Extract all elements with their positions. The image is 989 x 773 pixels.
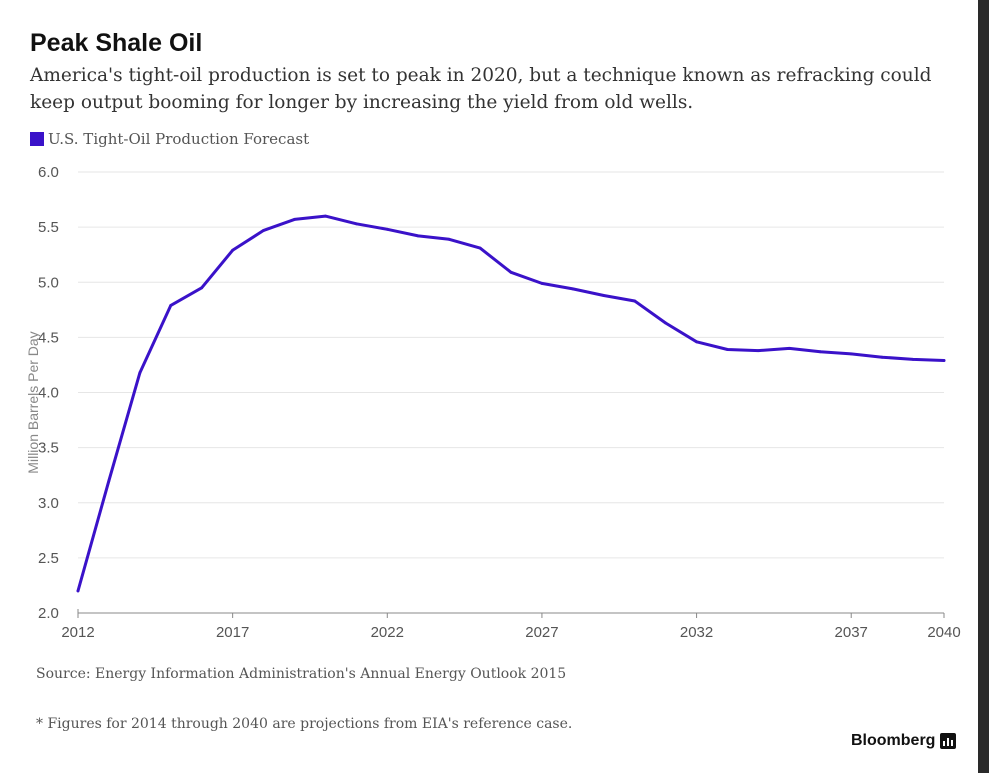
data-point-2021 [355,222,358,226]
bloomberg-logo-icon [940,733,957,749]
data-point-2039 [911,358,915,361]
y-tick-label-4.5: 4.5 [38,329,59,346]
y-tick-label-5.5: 5.5 [38,219,59,236]
y-tick-labels: 2.0 2.5 3.0 3.5 4.0 4.5 5.0 5.5 6.0 [38,164,59,622]
data-point-2012 [76,589,80,593]
y-tick-label-5.0: 5.0 [38,274,59,291]
axes [77,609,945,618]
data-point-2026 [509,270,513,274]
data-point-2033 [726,348,729,351]
x-tick-labels: 2012 2017 2022 2027 2032 2037 2040 [61,624,960,641]
data-point-2020 [324,214,327,218]
data-point-2032 [695,340,698,344]
data-point-2014 [138,371,142,375]
legend-label: U.S. Tight-Oil Production Forecast [48,130,310,148]
window-frame-edge [978,0,989,773]
data-point-2029 [602,294,606,297]
data-point-2040 [942,359,946,362]
data-point-2023 [416,234,420,238]
x-tick-label-2012: 2012 [61,624,94,641]
footnote: * Figures for 2014 through 2040 are proj… [36,716,573,732]
legend: U.S. Tight-Oil Production Forecast [30,130,309,148]
data-point-2016 [200,286,204,290]
x-tick-label-2022: 2022 [371,624,404,641]
chart-title: Peak Shale Oil [30,29,203,57]
y-tick-label-3.0: 3.0 [38,495,59,512]
chart-subtitle: America's tight-oil production is set to… [30,65,932,113]
x-tick-label-2040: 2040 [927,624,960,641]
x-tick-label-2017: 2017 [216,624,249,641]
y-tick-label-2.5: 2.5 [38,550,59,567]
data-point-2037 [849,352,853,356]
source-note: Source: Energy Information Administratio… [36,666,567,682]
data-point-2015 [169,304,173,307]
gridlines [78,171,944,559]
data-point-2027 [540,282,544,285]
y-axis-label: Million Barrels Per Day [25,331,41,473]
y-tick-label-4.0: 4.0 [38,385,59,402]
data-point-2035 [788,347,791,350]
data-point-2013 [107,479,111,483]
x-tick-label-2032: 2032 [680,624,713,641]
data-point-2028 [571,287,575,291]
data-point-2017 [231,248,235,252]
data-point-2030 [633,299,637,303]
y-tick-label-6.0: 6.0 [38,164,59,181]
data-point-2024 [447,237,451,241]
data-point-2019 [293,218,296,221]
line-chart: 2.0 2.5 3.0 3.5 4.0 4.5 5.0 5.5 6.0 2012 2017 2022… [25,164,961,641]
legend-swatch [30,132,44,146]
y-tick-label-2.0: 2.0 [38,605,59,622]
data-point-2025 [478,246,482,250]
data-point-2022 [385,227,389,231]
data-point-2018 [262,229,265,232]
brand-name: Bloomberg [851,732,936,749]
data-point-2031 [664,321,667,325]
series-layer [76,214,946,593]
x-tick-label-2037: 2037 [835,624,868,641]
x-tick-label-2027: 2027 [525,624,558,641]
data-point-2038 [880,355,884,359]
data-point-2036 [818,350,822,354]
data-point-2034 [757,349,760,352]
brand: Bloomberg [851,732,957,750]
y-tick-label-3.5: 3.5 [38,440,59,457]
